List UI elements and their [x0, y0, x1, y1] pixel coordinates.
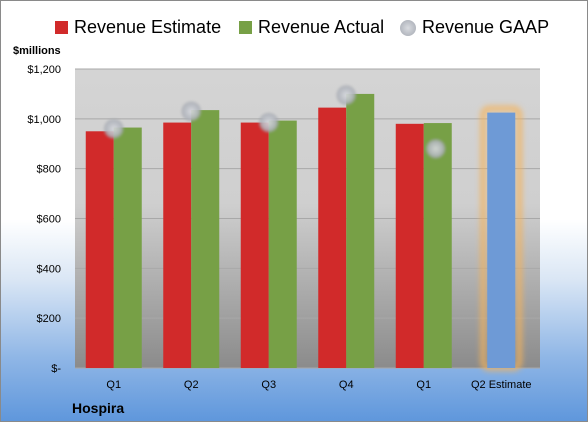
- x-tick-label: Q3: [261, 379, 276, 391]
- bar-revenue-actual: [346, 93, 375, 369]
- x-axis-ticks: Q1 Q2 Q3 Q4 Q1 Q2 Estimate: [106, 379, 531, 391]
- x-tick-label: Q1: [416, 379, 431, 391]
- bar-revenue-actual: [113, 127, 142, 368]
- gaap-marker: [336, 85, 357, 106]
- y-tick-label: $800: [37, 164, 61, 176]
- bar-revenue-estimate: [163, 122, 192, 368]
- company-name: Hospira: [72, 400, 125, 416]
- gridlines: [75, 68, 540, 369]
- legend: Revenue Estimate Revenue Actual Revenue …: [1, 17, 587, 43]
- x-tick-label: Q1: [106, 379, 121, 391]
- x-tick-label: Q2: [184, 379, 199, 391]
- gaap-marker: [181, 101, 202, 122]
- y-axis-ticks: $- $200 $400 $600 $800 $1,000 $1,200: [27, 64, 61, 375]
- bar-revenue-actual: [423, 123, 452, 368]
- legend-item-estimate: Revenue Estimate: [55, 17, 221, 38]
- bar-revenue-forecast: [487, 112, 516, 369]
- legend-item-gaap: Revenue GAAP: [400, 17, 549, 38]
- legend-swatch-estimate: [55, 21, 68, 34]
- units-label: $millions: [13, 45, 61, 57]
- legend-marker-gaap: [400, 19, 416, 36]
- bar-revenue-actual: [268, 120, 297, 368]
- y-tick-label: $1,000: [27, 114, 61, 126]
- legend-label-actual: Revenue Actual: [258, 17, 385, 37]
- gaap-marker: [103, 118, 124, 139]
- y-tick-label: $1,200: [27, 64, 61, 76]
- y-tick-label: $200: [37, 313, 61, 325]
- gaap-markers: [103, 85, 446, 159]
- legend-label-estimate: Revenue Estimate: [74, 17, 222, 37]
- legend-swatch-actual: [239, 21, 252, 34]
- bar-revenue-estimate: [240, 122, 269, 368]
- legend-item-actual: Revenue Actual: [239, 17, 384, 38]
- bar-revenue-actual: [191, 110, 220, 369]
- x-tick-label: Q4: [339, 379, 354, 391]
- y-tick-label: $-: [51, 363, 61, 375]
- gaap-marker: [258, 112, 279, 133]
- bars: [85, 93, 523, 372]
- y-tick-label: $600: [37, 214, 61, 226]
- bar-revenue-estimate: [318, 107, 347, 368]
- bar-revenue-estimate: [85, 131, 114, 368]
- bar-revenue-estimate: [395, 123, 424, 368]
- gaap-marker: [425, 138, 446, 159]
- y-tick-label: $400: [37, 263, 61, 275]
- x-tick-label: Q2 Estimate: [471, 379, 532, 391]
- legend-label-gaap: Revenue GAAP: [422, 17, 550, 37]
